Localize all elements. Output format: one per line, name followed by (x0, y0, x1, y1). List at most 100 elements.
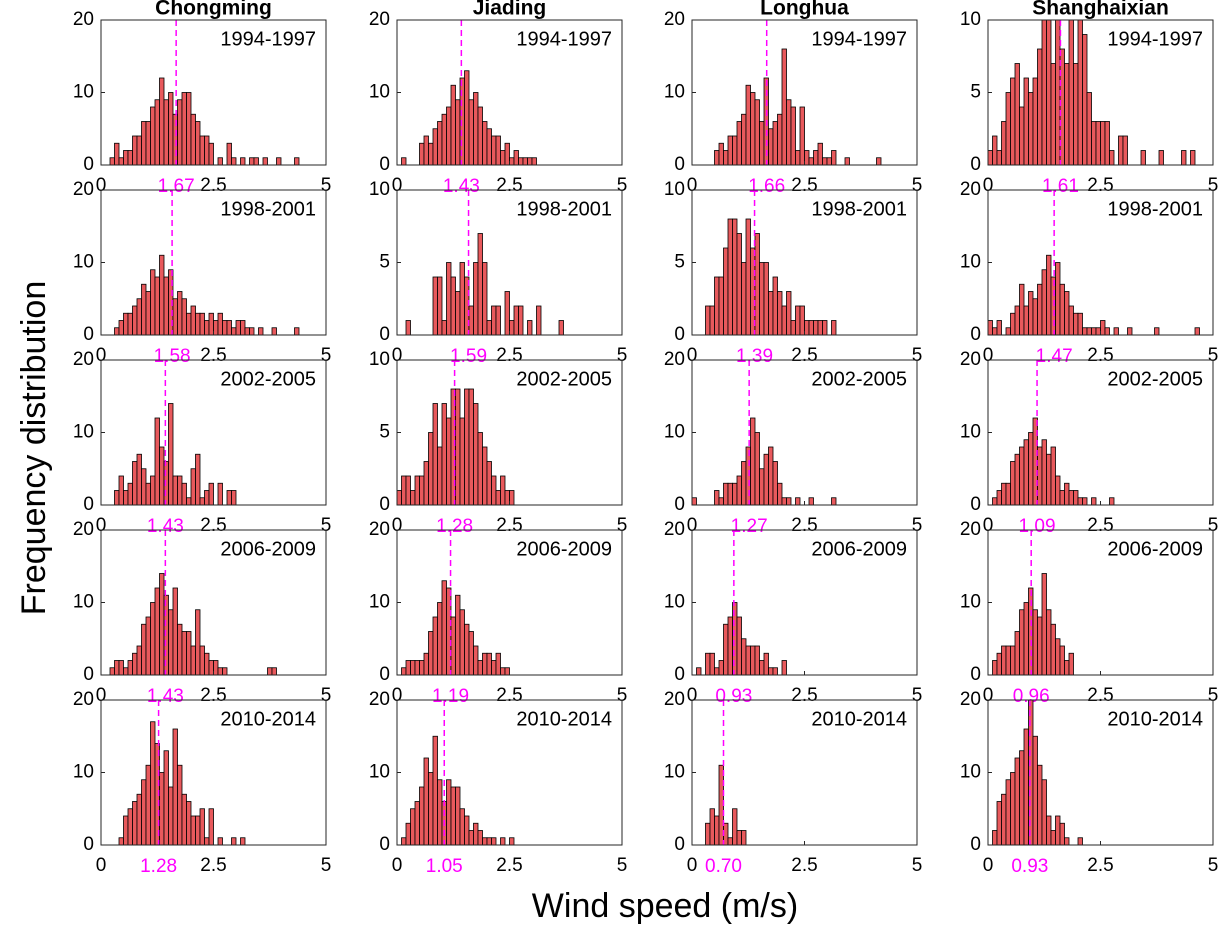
mean-label: 1.47 (1036, 346, 1073, 367)
bar (204, 652, 210, 675)
x-tick-label: 5 (912, 345, 923, 366)
bar (500, 837, 506, 845)
bar (473, 262, 479, 335)
y-tick-label: 20 (960, 519, 981, 540)
y-tick-label: 20 (960, 349, 981, 370)
y-tick-label: 20 (960, 179, 981, 200)
x-tick-label: 0 (983, 515, 994, 536)
bar (1010, 312, 1016, 335)
y-tick-label: 5 (379, 252, 390, 273)
bar (1059, 48, 1065, 165)
bar (692, 497, 697, 505)
bar (428, 631, 434, 675)
bar (1073, 312, 1079, 335)
bar (486, 461, 492, 505)
bar (114, 142, 120, 165)
bar (736, 830, 742, 845)
bar (1091, 327, 1097, 335)
x-tick-label: 2.5 (1087, 515, 1113, 536)
bar (459, 609, 465, 675)
bar (118, 475, 124, 505)
bar (1068, 652, 1074, 675)
bar (509, 490, 515, 505)
x-tick-label: 0 (983, 175, 994, 196)
bar (1118, 135, 1124, 165)
bar (817, 142, 823, 165)
bar (786, 291, 792, 335)
bar (996, 490, 1002, 505)
bar (732, 218, 738, 335)
bar (226, 142, 232, 165)
y-tick-label: 10 (664, 82, 685, 103)
bar (1059, 645, 1065, 675)
bar (495, 652, 501, 675)
bar (1041, 573, 1047, 675)
bar (1010, 645, 1016, 675)
bars (692, 360, 837, 505)
bar (123, 490, 129, 505)
bar (1041, 20, 1047, 165)
y-tick-label: 10 (73, 592, 94, 613)
x-tick-label: 0 (392, 855, 403, 876)
bar (1091, 121, 1097, 165)
bar (808, 157, 814, 165)
bar (141, 468, 147, 505)
bar (804, 150, 810, 165)
bar (432, 735, 438, 845)
bar (718, 142, 724, 165)
mean-label: 1.39 (736, 346, 773, 367)
bar (491, 475, 497, 505)
bar (822, 157, 828, 165)
bar (199, 497, 205, 505)
bar (736, 475, 742, 505)
bars (118, 700, 246, 845)
y-tick-label: 0 (379, 324, 390, 345)
y-tick-label: 10 (664, 762, 685, 783)
bar (1050, 830, 1056, 845)
bars (401, 20, 537, 165)
bar (795, 305, 801, 335)
bar (132, 135, 138, 165)
y-axis-label: Frequency distribution (15, 281, 53, 616)
x-tick-label: 0 (96, 175, 107, 196)
bar (136, 645, 142, 675)
bar (1091, 497, 1097, 505)
bar (799, 305, 805, 335)
bar (294, 157, 300, 165)
bar (401, 837, 407, 845)
x-tick-label: 2.5 (1087, 345, 1113, 366)
y-tick-label: 5 (674, 252, 685, 273)
period-label: 1994-1997 (220, 28, 316, 50)
bar (190, 815, 196, 845)
bar (253, 157, 259, 165)
y-tick-label: 10 (664, 179, 685, 200)
bar (504, 291, 510, 335)
y-tick-label: 0 (674, 494, 685, 515)
bar (723, 150, 729, 165)
bar (723, 623, 729, 675)
x-tick-label: 5 (321, 515, 332, 536)
bar (181, 482, 187, 505)
bar (1046, 20, 1052, 165)
bar (423, 461, 429, 505)
bar (150, 475, 156, 505)
bar (817, 320, 823, 335)
bar (473, 403, 479, 505)
bar (428, 772, 434, 845)
bar (491, 135, 497, 165)
bar (486, 652, 492, 675)
bar (777, 482, 783, 505)
bar (136, 298, 142, 335)
bars (397, 360, 515, 505)
bar (495, 305, 501, 335)
period-label: 1998-2001 (516, 198, 612, 220)
y-tick-label: 10 (960, 592, 981, 613)
period-label: 2006-2009 (811, 538, 907, 560)
bar (709, 652, 715, 675)
bar (114, 327, 120, 335)
bar (988, 150, 993, 165)
x-tick-label: 2.5 (496, 345, 522, 366)
bar (1050, 623, 1056, 675)
bar (996, 652, 1002, 675)
bar (714, 490, 720, 505)
